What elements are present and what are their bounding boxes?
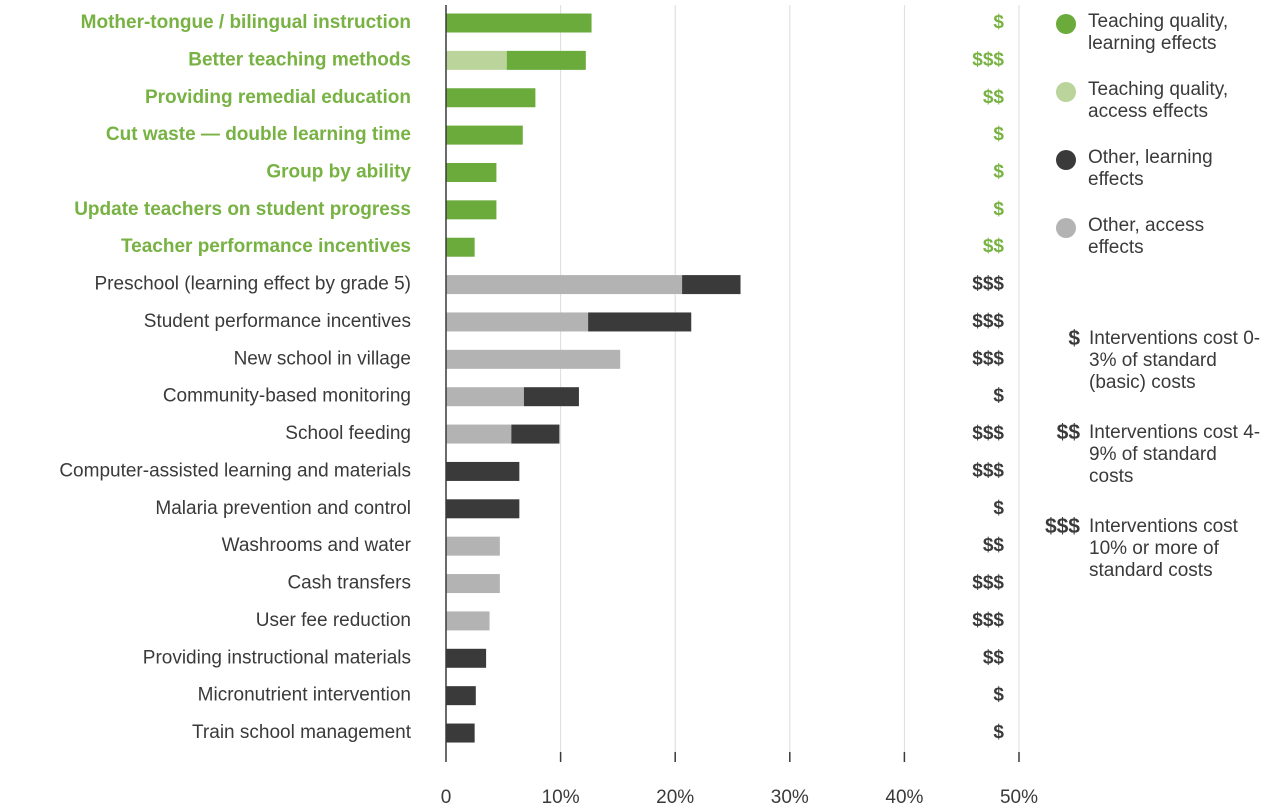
legend-label: Teaching quality, learning effects — [1088, 11, 1229, 54]
bar-segment — [446, 275, 683, 295]
category-label: Micronutrient intervention — [198, 685, 411, 706]
category-label: Providing instructional materials — [143, 647, 411, 668]
category-label: Mother-tongue / bilingual instruction — [81, 12, 411, 33]
legend-label: Other, learning effects — [1088, 147, 1213, 190]
bar-segment — [511, 424, 560, 444]
x-tick-label: 40% — [885, 787, 923, 808]
cost-legend-symbol: $$ — [1056, 421, 1080, 444]
bar-segment — [682, 275, 741, 295]
category-label: Group by ability — [266, 161, 411, 182]
x-tick-label: 30% — [771, 787, 809, 808]
category-label: Preschool (learning effect by grade 5) — [95, 274, 412, 295]
cost-label: $ — [993, 722, 1004, 743]
cost-label: $$$ — [972, 573, 1004, 594]
bar-segment — [446, 13, 592, 33]
x-tick-label: 20% — [656, 787, 694, 808]
bar-segment — [446, 686, 476, 706]
cost-label: $ — [993, 161, 1004, 182]
category-label: Train school management — [192, 722, 412, 743]
bar-segment — [446, 387, 524, 407]
cost-label: $$$ — [972, 348, 1004, 369]
category-label: Update teachers on student progress — [74, 199, 411, 220]
bar-segment — [446, 648, 487, 668]
cost-label: $ — [993, 199, 1004, 220]
cost-label: $$ — [983, 647, 1005, 668]
bar-segment — [523, 387, 579, 407]
category-label: Providing remedial education — [145, 87, 411, 108]
legend-label: Teaching quality, access effects — [1088, 79, 1229, 122]
cost-label: $$ — [983, 87, 1005, 108]
cost-label: $ — [993, 124, 1004, 145]
bar-segment — [446, 349, 621, 369]
category-label: Computer-assisted learning and materials — [59, 460, 411, 481]
cost-label: $$ — [983, 236, 1005, 257]
bar-segment — [588, 312, 692, 332]
cost-legend-symbol: $$$ — [1044, 515, 1080, 538]
bar-segment — [446, 162, 497, 182]
cost-label: $ — [993, 498, 1004, 519]
category-label: Washrooms and water — [222, 535, 412, 556]
legend-swatch — [1056, 82, 1076, 102]
bar-segment — [446, 50, 507, 70]
bar-segment — [446, 536, 500, 556]
cost-legend-label: Interventions cost 0-3% of standard (bas… — [1089, 328, 1261, 393]
bar-segment — [446, 574, 500, 594]
bar-segment — [446, 424, 512, 444]
category-label: New school in village — [234, 348, 411, 369]
cost-label: $$$ — [972, 49, 1004, 70]
category-label: Student performance incentives — [144, 311, 411, 332]
legend-swatch — [1056, 150, 1076, 170]
category-label: Teacher performance incentives — [121, 236, 411, 257]
bar-segment — [506, 50, 586, 70]
bar-segment — [446, 125, 523, 145]
cost-legend-label: Interventions cost 4-9% of standard cost… — [1089, 422, 1261, 487]
cost-legend-label: Interventions cost 10% or more of standa… — [1089, 516, 1238, 581]
cost-label: $ — [993, 386, 1004, 407]
cost-label: $$$ — [972, 423, 1004, 444]
cost-label: $$$ — [972, 460, 1004, 481]
category-label: Cash transfers — [287, 573, 411, 594]
x-tick-label: 10% — [542, 787, 580, 808]
bar-segment — [446, 499, 520, 519]
cost-label: $$ — [983, 535, 1005, 556]
cost-label: $$$ — [972, 274, 1004, 295]
bar-segment — [446, 88, 536, 108]
category-label: Malaria prevention and control — [155, 498, 411, 519]
category-label: School feeding — [285, 423, 411, 444]
legend-label: Other, access effects — [1088, 215, 1205, 258]
cost-label: $ — [993, 12, 1004, 33]
cost-label: $$$ — [972, 610, 1004, 631]
category-label: Better teaching methods — [188, 49, 411, 70]
x-tick-label: 50% — [1000, 787, 1038, 808]
cost-legend-symbol: $ — [1068, 327, 1080, 350]
bar-segment — [446, 200, 497, 220]
x-tick-label: 0 — [441, 787, 452, 808]
bar-segment — [446, 611, 490, 631]
cost-label: $$$ — [972, 311, 1004, 332]
bar-segment — [446, 312, 589, 332]
bar-segment — [446, 237, 475, 257]
bar-segment — [446, 723, 475, 743]
category-label: Community-based monitoring — [163, 386, 411, 407]
cost-label: $ — [993, 685, 1004, 706]
legend-swatch — [1056, 14, 1076, 34]
category-label: User fee reduction — [256, 610, 411, 631]
category-label: Cut waste — double learning time — [106, 124, 411, 145]
legend-swatch — [1056, 218, 1076, 238]
bar-segment — [446, 461, 520, 481]
